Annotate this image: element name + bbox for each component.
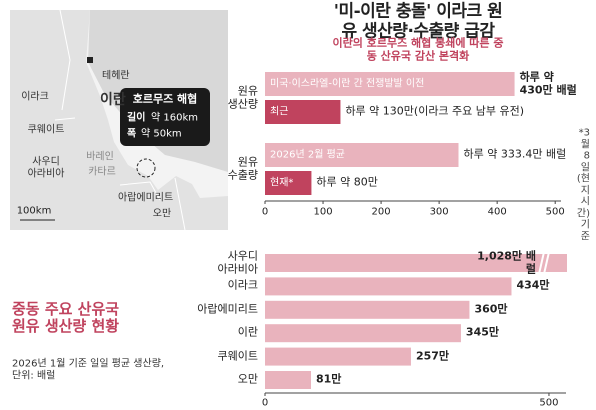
map-label: 이라크 [21,91,49,103]
bar [265,277,512,296]
title: '미-이란 충돌' 이라크 원유 생산량·수출량 급감 [333,1,503,41]
map-borders [54,9,186,231]
map-scale: 100km [16,205,52,217]
bar [265,100,341,124]
category-label: 이라크 [227,279,258,293]
value-label: 하루 약 80만 [316,175,378,189]
map-label: 카타르 [88,166,116,178]
bar-label: 미국·이스라엘-이란 간 전쟁발발 이전 [270,78,425,90]
callout-title: 호르무즈 해협 [132,92,198,106]
map-arabia [10,10,228,230]
bar [265,72,515,96]
map-label: 쿠웨이트 [27,124,65,136]
bar [265,300,470,319]
bar [265,371,312,389]
value-label: 257만 [415,349,450,363]
callout-key: 폭 [127,128,137,140]
map-capital [87,57,93,63]
bar [265,254,567,272]
x-tick-label: 0 [261,206,269,218]
bar-label: 최근 [270,106,289,118]
value-label: 345만 [465,325,500,339]
category-label: 이란 [237,325,258,339]
callout-value: 약 160km [151,112,198,124]
callout-key: 길이 [127,112,146,124]
map-label: 이란 [100,91,126,108]
category-label: 오만 [237,372,258,386]
map-label: 사우디 아라비아 [27,156,65,180]
subtitle: 이란의 호르무즈 해협 봉쇄에 따른 중동 산유국 감산 본격화 [332,36,504,62]
group-label: 원유 생산량 [227,84,258,110]
bars [265,254,567,389]
x-tick-label: 500 [545,206,565,218]
category-label: 쿠웨이트 [217,349,258,363]
x-tick-label: 500 [539,397,559,409]
category-label: 사우디 아라비아 [217,249,258,275]
map-hormuz [136,158,156,178]
x-tick-label: 400 [487,206,507,218]
map-callout [120,88,210,146]
bar [265,324,461,343]
x-tick-label: 300 [429,206,449,218]
value-label: 81만 [316,372,342,386]
callout-value: 약 50km [141,128,182,140]
group-label: 원유 수출량 [227,155,258,181]
value-label: 하루 약 333.4만 배럴 [463,147,567,161]
x-tick-label: 200 [371,206,391,218]
bar [265,171,312,195]
value-label: 360만 [474,302,508,316]
category-label: 아랍에미리트 [197,302,258,316]
bar-label: 현재* [270,177,294,189]
map-label: 오만 [152,208,172,220]
chart-title: 중동 주요 산유국 원유 생산량 현황 [12,299,120,335]
map-label: 아랍에미리트 [118,192,174,204]
bar [265,347,411,366]
value-label: 434만 [516,279,550,293]
chart-subtitle: 2026년 1월 기준 일일 평균 생산량, 단위: 배럴 [12,358,165,382]
x-tick-label: 100 [313,206,333,218]
map-label: 바레인 [86,151,114,163]
bar-break [538,251,550,275]
value-label: 1,028만 배럴 [477,249,536,275]
bar [265,143,459,167]
map-label: 테헤란 [102,70,130,82]
value-label: 하루 약 130만(이라크 주요 남부 유전) [345,104,525,118]
value-label: 하루 약 430만 배럴 [519,70,577,96]
note: *3월8일(현지시간) 기준 [576,127,590,243]
bar-label: 2026년 2월 평균 [270,149,345,161]
x-tick-label: 0 [261,397,269,409]
